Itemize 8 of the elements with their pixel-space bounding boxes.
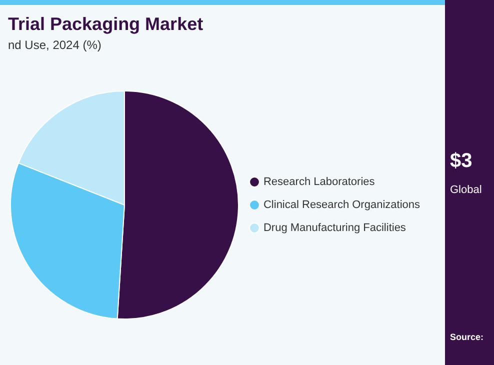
chart-title: Trial Packaging Market <box>8 14 204 35</box>
source-note: Source: <box>450 332 484 342</box>
legend-label: Drug Manufacturing Facilities <box>263 222 406 234</box>
legend-label: Clinical Research Organizations <box>263 199 420 212</box>
text: $3 <box>450 150 472 173</box>
legend-label: Research Laboratories <box>263 176 376 188</box>
text: Global <box>450 184 482 196</box>
chart-subtitle: nd Use, 2024 (%) <box>8 38 102 52</box>
